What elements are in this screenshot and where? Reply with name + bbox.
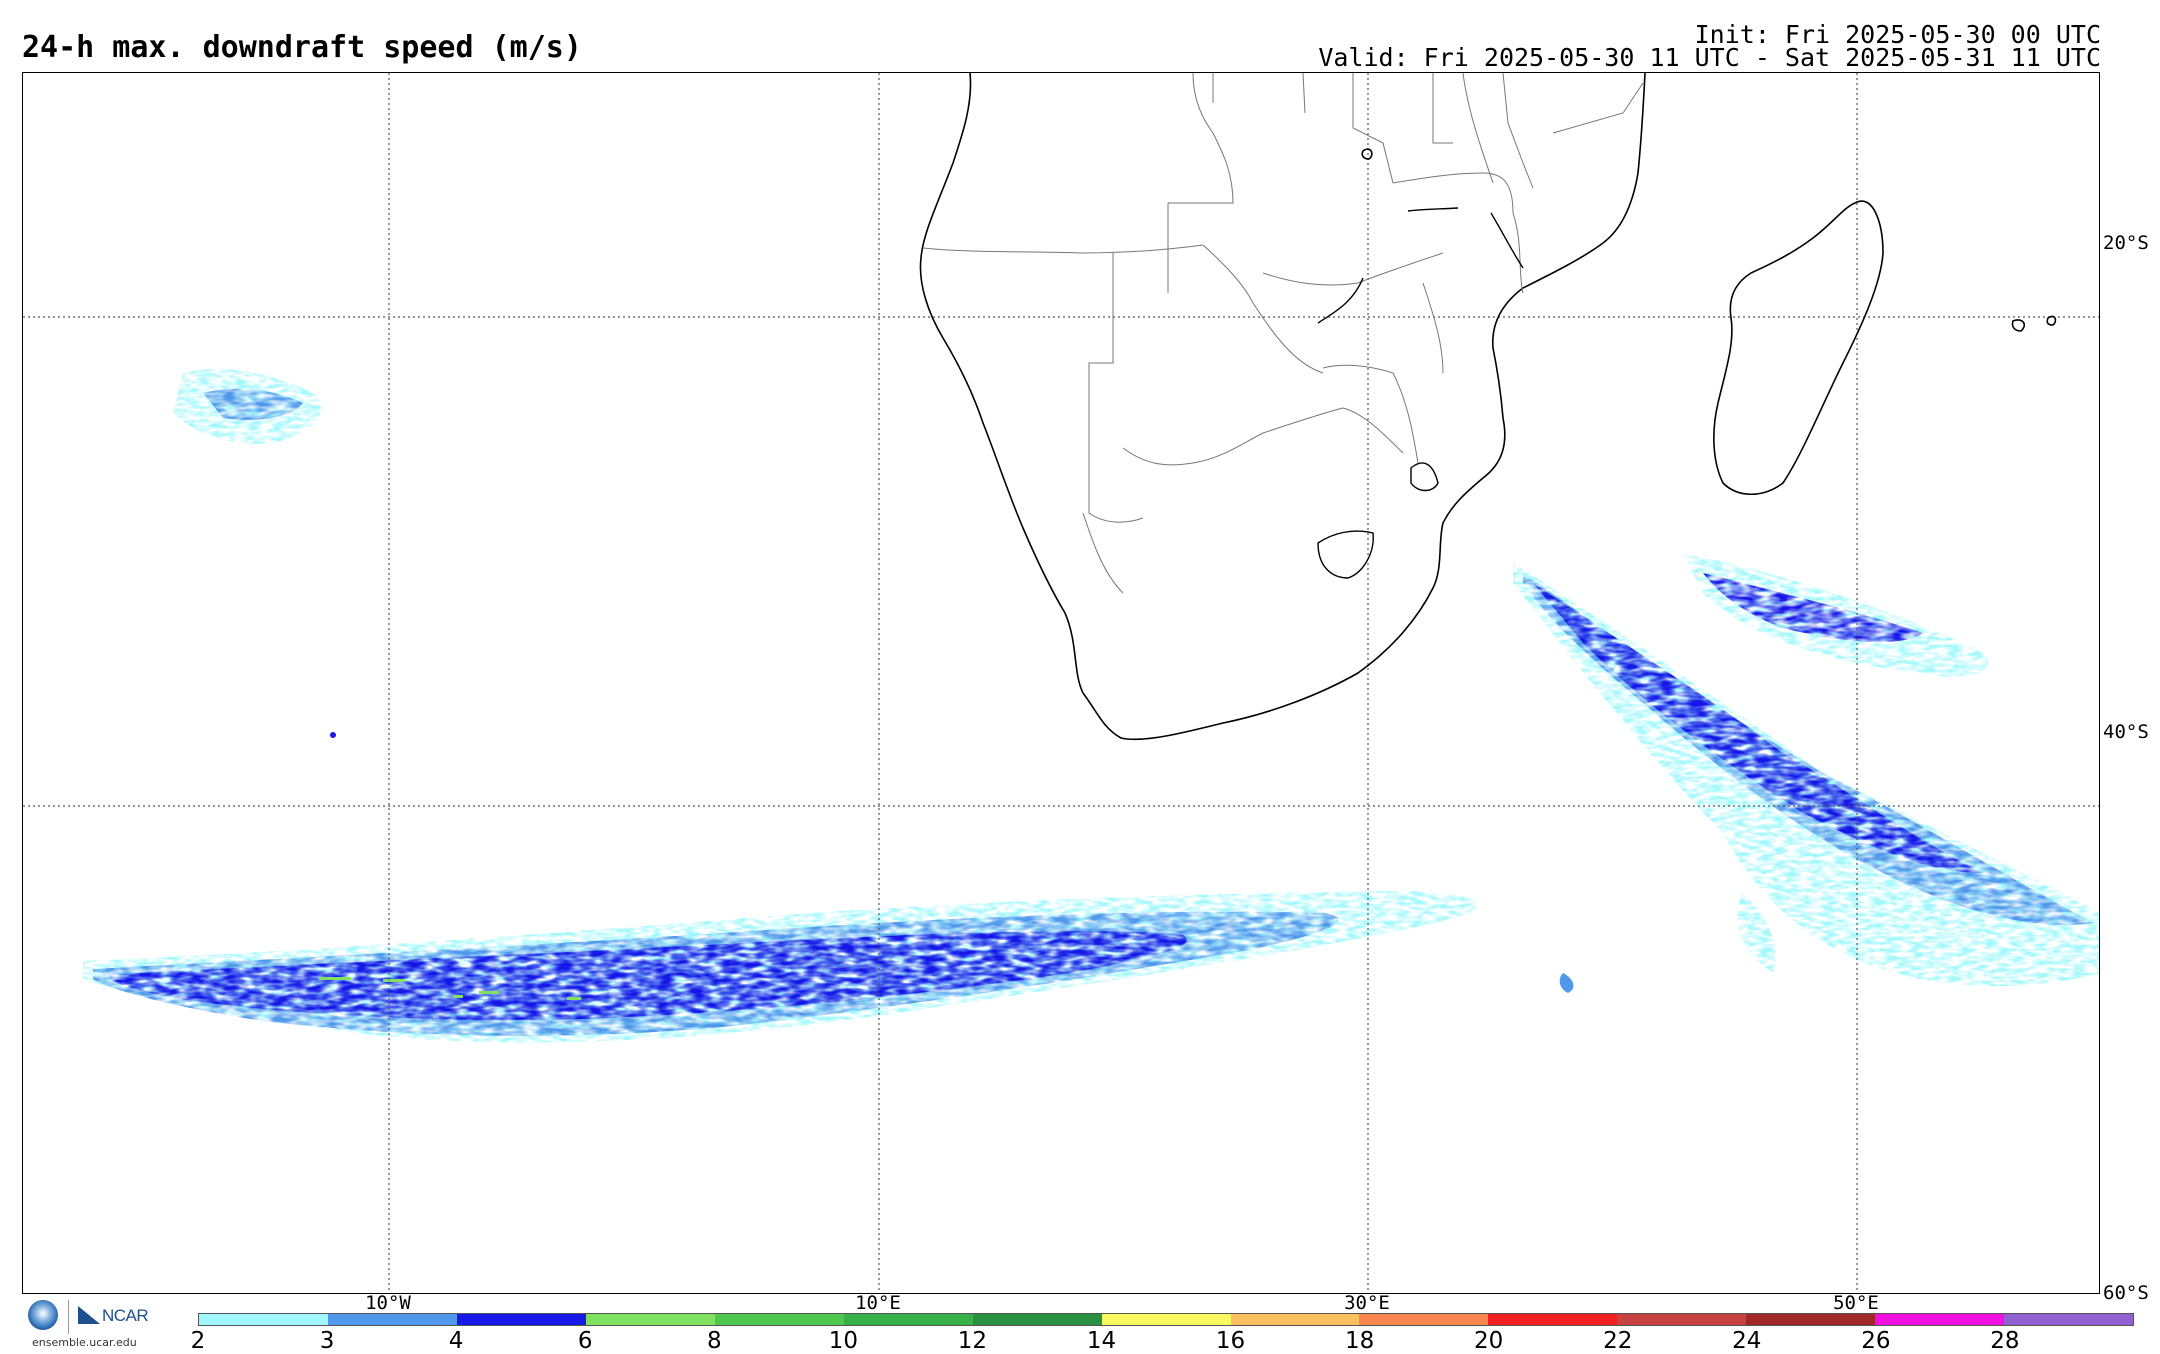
country-borders xyxy=(922,73,1644,594)
colorbar-segment xyxy=(843,1314,973,1325)
colorbar-tick-label: 22 xyxy=(1603,1328,1633,1354)
map-frame xyxy=(22,72,2100,1294)
colorbar-tick-label: 20 xyxy=(1474,1328,1504,1354)
colorbar-segment xyxy=(1875,1314,2005,1325)
colorbar-tick-label: 24 xyxy=(1732,1328,1762,1354)
colorbar-tick-label: 3 xyxy=(319,1328,335,1354)
colorbar-segment xyxy=(714,1314,844,1325)
downdraft-band-indian xyxy=(1513,553,2099,987)
colorbar-tick-label: 26 xyxy=(1861,1328,1891,1354)
lakes xyxy=(1317,207,1524,579)
colorbar-segment xyxy=(972,1314,1102,1325)
colorbar-segment xyxy=(1230,1314,1360,1325)
colorbar-tick-label: 16 xyxy=(1215,1328,1246,1354)
colorbar-segment xyxy=(327,1314,457,1325)
colorbar-segment xyxy=(456,1314,586,1325)
colorbar-tick-label: 4 xyxy=(448,1328,464,1354)
colorbar-tick-label: 14 xyxy=(1086,1328,1117,1354)
colorbar-tick-label: 8 xyxy=(706,1328,722,1354)
ncar-logo-text: NCAR xyxy=(102,1306,149,1325)
lon-label-10e: 10°E xyxy=(855,1292,901,1314)
colorbar-tick-label: 18 xyxy=(1344,1328,1375,1354)
lat-label-60s: 60°S xyxy=(2103,1282,2149,1304)
colorbar xyxy=(198,1313,2134,1326)
colorbar-segment xyxy=(1746,1314,1876,1325)
ncar-logo-icon xyxy=(78,1306,100,1324)
gridlines xyxy=(23,73,2099,1293)
colorbar-segment xyxy=(1359,1314,1489,1325)
colorbar-tick-label: 12 xyxy=(957,1328,988,1354)
green-speckles xyxy=(319,977,581,1000)
lat-label-20s: 20°S xyxy=(2103,232,2149,254)
lon-label-50e: 50°E xyxy=(1833,1292,1879,1314)
nsf-logo-icon xyxy=(28,1300,58,1330)
colorbar-segment xyxy=(2004,1314,2134,1325)
africa-coastline xyxy=(919,73,1646,741)
lat-label-40s: 40°S xyxy=(2103,721,2149,743)
madagascar-coastline xyxy=(1713,200,1884,495)
colorbar-segment xyxy=(585,1314,715,1325)
colorbar-segment xyxy=(1488,1314,1618,1325)
lon-label-10w: 10°W xyxy=(365,1292,411,1314)
colorbar-segment xyxy=(1101,1314,1231,1325)
colorbar-tick-label: 28 xyxy=(1990,1328,2020,1354)
colorbar-tick-label: 2 xyxy=(190,1328,206,1354)
coastlines xyxy=(919,73,2057,741)
logo-area: NCAR ensemble.ucar.edu xyxy=(24,1298,164,1354)
valid-time: Valid: Fri 2025-05-30 11 UTC - Sat 2025-… xyxy=(1318,43,2101,72)
lon-label-30e: 30°E xyxy=(1344,1292,1390,1314)
colorbar-tick-label: 6 xyxy=(577,1328,593,1354)
map-canvas xyxy=(23,73,2099,1293)
colorbar-segment xyxy=(1617,1314,1747,1325)
map-title: 24-h max. downdraft speed (m/s) xyxy=(22,30,582,65)
logo-divider xyxy=(68,1300,69,1334)
init-time: Init: Fri 2025-05-30 00 UTC xyxy=(1694,20,2101,49)
colorbar-tick-label: 10 xyxy=(828,1328,858,1354)
colorbar-segment xyxy=(199,1314,328,1325)
isolated-cells xyxy=(173,369,1574,993)
downdraft-band-atlantic xyxy=(83,891,1478,1043)
site-url: ensemble.ucar.edu xyxy=(32,1336,137,1349)
